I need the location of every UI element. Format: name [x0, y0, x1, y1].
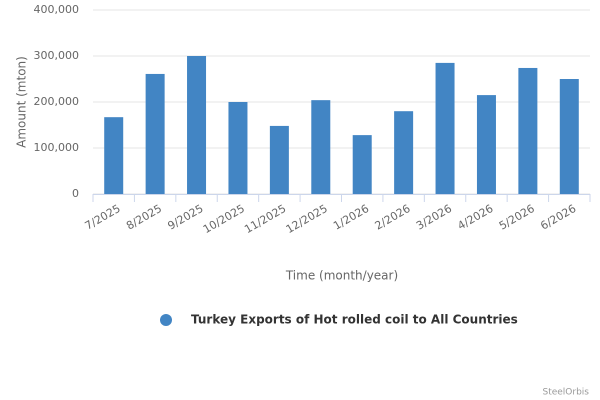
legend-label: Turkey Exports of Hot rolled coil to All… [191, 313, 518, 327]
y-tick-label: 300,000 [34, 49, 80, 62]
x-tick-label: 3/2026 [414, 202, 454, 233]
bar [352, 135, 372, 194]
bar [187, 56, 207, 194]
x-tick-label: 7/2025 [83, 202, 123, 233]
x-tick-label: 5/2026 [497, 202, 537, 233]
bar [394, 111, 414, 194]
bar [104, 117, 124, 194]
x-tick-label: 6/2026 [538, 202, 578, 233]
bar [559, 79, 579, 194]
bar [476, 95, 496, 194]
bar [228, 102, 248, 194]
bar [269, 125, 289, 194]
legend-marker [160, 314, 172, 326]
y-tick-label: 100,000 [34, 141, 80, 154]
x-tick-label: 10/2025 [201, 202, 247, 236]
y-axis-title: Amount (mton) [15, 56, 29, 148]
x-tick-label: 9/2025 [166, 202, 206, 233]
x-axis-title: Time (month/year) [285, 269, 398, 283]
bar [311, 100, 331, 194]
y-tick-label: 0 [72, 187, 79, 200]
bar [518, 67, 538, 194]
x-tick-label: 12/2025 [284, 202, 330, 236]
bar [435, 62, 455, 195]
x-tick-label: 1/2026 [331, 202, 371, 233]
x-tick-label: 2/2026 [373, 202, 413, 233]
x-tick-label: 8/2025 [124, 202, 164, 233]
x-tick-label: 4/2026 [455, 202, 495, 233]
bar [145, 73, 165, 194]
y-tick-label: 200,000 [34, 95, 80, 108]
credit: SteelOrbis [542, 388, 589, 398]
y-tick-label: 400,000 [34, 3, 80, 16]
x-tick-label: 11/2025 [242, 202, 288, 236]
